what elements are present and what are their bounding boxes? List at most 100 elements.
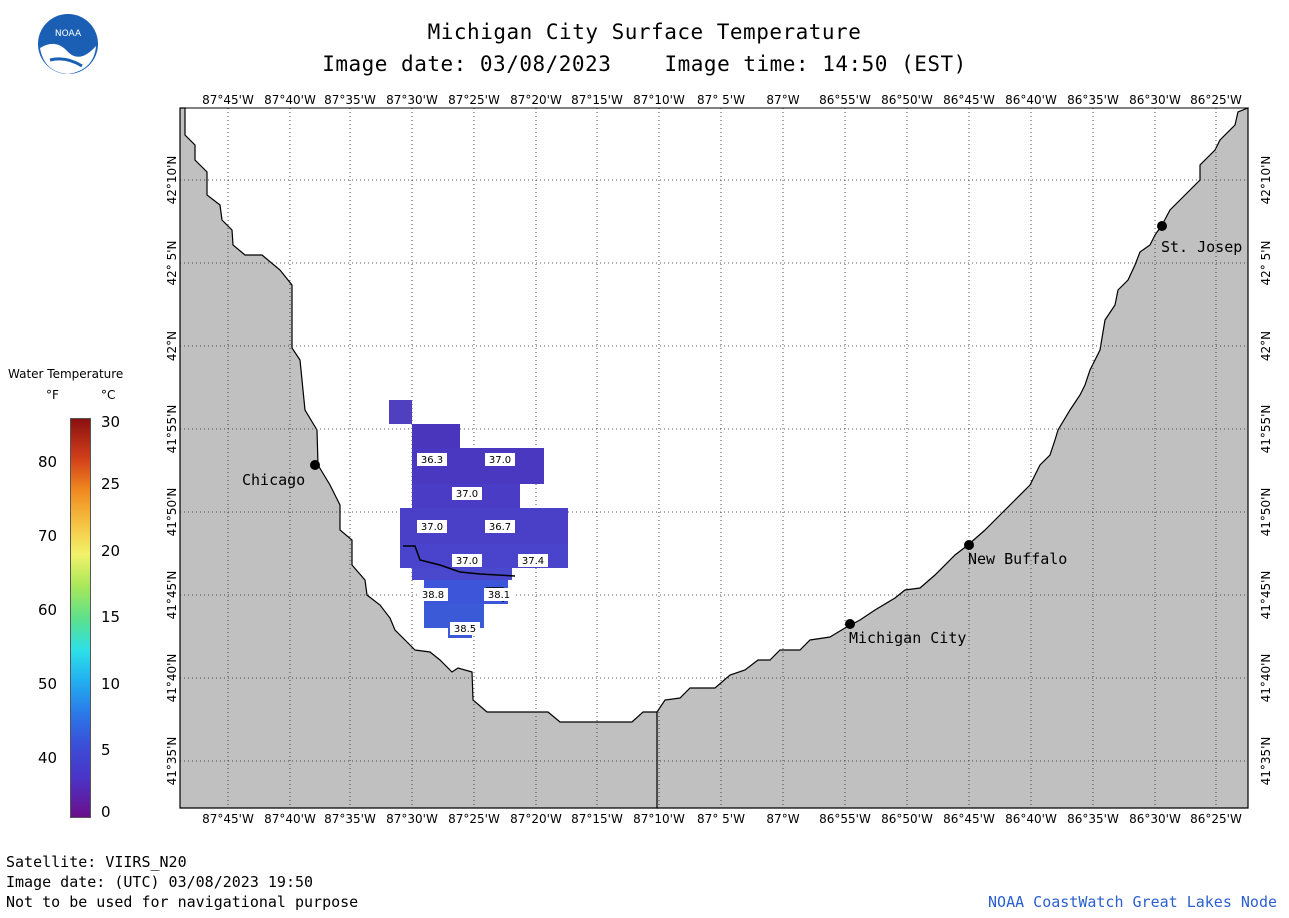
footer-disclaimer: Not to be used for navigational purpose: [6, 893, 359, 911]
image-datetime: Image date: 03/08/2023 Image time: 14:50…: [0, 52, 1289, 76]
city-marker-st-joseph: [1157, 221, 1167, 231]
colorbar-tick-f: 50: [38, 675, 58, 693]
land-east: [656, 107, 1249, 809]
svg-text:41°50'N: 41°50'N: [1259, 488, 1273, 537]
image-date: Image date: 03/08/2023: [322, 52, 612, 76]
latitude-labels-right: 42°10'N 42° 5'N 42°N 41°55'N 41°50'N 41°…: [1259, 156, 1273, 786]
colorbar-tick-c: 15: [101, 608, 121, 626]
svg-text:41°45'N: 41°45'N: [165, 571, 179, 620]
city-label-chicago: Chicago: [242, 471, 305, 489]
svg-text:86°40'W: 86°40'W: [1005, 93, 1057, 107]
temperature-label: 37.0: [421, 522, 443, 533]
temperature-label: 37.0: [489, 455, 511, 466]
svg-text:86°40'W: 86°40'W: [1005, 812, 1057, 826]
svg-text:41°50'N: 41°50'N: [165, 488, 179, 537]
map-frame: [179, 107, 1249, 809]
coastline-segment: [403, 545, 516, 577]
svg-text:42° 5'N: 42° 5'N: [1259, 241, 1273, 286]
svg-text:87°35'W: 87°35'W: [324, 812, 376, 826]
colorbar-tick-c: 0: [101, 803, 111, 821]
temperature-label: 38.1: [488, 590, 510, 601]
svg-text:41°45'N: 41°45'N: [1259, 571, 1273, 620]
land-west: [179, 107, 659, 809]
svg-text:87°25'W: 87°25'W: [448, 812, 500, 826]
svg-text:87°25'W: 87°25'W: [448, 93, 500, 107]
svg-text:86°25'W: 86°25'W: [1190, 812, 1242, 826]
noaa-logo-icon: NOAA: [38, 14, 98, 74]
colorbar-tick-c: 5: [101, 741, 111, 759]
svg-text:42°10'N: 42°10'N: [165, 156, 179, 205]
temperature-colorbar: [70, 418, 91, 818]
svg-text:41°35'N: 41°35'N: [1259, 737, 1273, 786]
svg-text:41°55'N: 41°55'N: [1259, 405, 1273, 454]
temperature-label: 38.5: [454, 624, 476, 635]
temperature-label: 37.0: [456, 489, 478, 500]
colorbar-tick-c: 10: [101, 675, 121, 693]
temperature-labels: 36.3 37.0 37.0 37.0 36.7 37.0 37.4 38.8 …: [417, 453, 548, 635]
longitude-labels-bottom: 87°45'W 87°40'W 87°35'W 87°30'W 87°25'W …: [202, 812, 1242, 826]
svg-text:87°15'W: 87°15'W: [571, 812, 623, 826]
footer-satellite: Satellite: VIIRS_N20: [6, 853, 187, 871]
svg-text:86°35'W: 86°35'W: [1067, 93, 1119, 107]
image-time: Image time: 14:50 (EST): [664, 52, 967, 76]
svg-text:87°45'W: 87°45'W: [202, 93, 254, 107]
footer-utc-date: Image date: (UTC) 03/08/2023 19:50: [6, 873, 314, 891]
svg-text:41°40'N: 41°40'N: [1259, 654, 1273, 703]
city-label-st-joseph: St. Josep: [1161, 238, 1242, 256]
longitude-labels-top: 87°45'W 87°40'W 87°35'W 87°30'W 87°25'W …: [202, 93, 1242, 107]
city-marker-chicago: [310, 460, 320, 470]
temperature-label: 37.0: [456, 556, 478, 567]
svg-text:87° 5'W: 87° 5'W: [697, 93, 745, 107]
svg-text:86°30'W: 86°30'W: [1129, 812, 1181, 826]
svg-text:87°W: 87°W: [766, 812, 799, 826]
latitude-labels-left: 42°10'N 42° 5'N 42°N 41°55'N 41°50'N 41°…: [165, 156, 179, 786]
svg-text:87° 5'W: 87° 5'W: [697, 812, 745, 826]
svg-text:86°35'W: 86°35'W: [1067, 812, 1119, 826]
svg-text:87°10'W: 87°10'W: [633, 93, 685, 107]
colorbar-tick-f: 40: [38, 749, 58, 767]
svg-text:86°25'W: 86°25'W: [1190, 93, 1242, 107]
svg-text:86°55'W: 86°55'W: [819, 812, 871, 826]
svg-text:87°35'W: 87°35'W: [324, 93, 376, 107]
graticule: [180, 108, 1248, 808]
svg-text:86°55'W: 86°55'W: [819, 93, 871, 107]
svg-text:42° 5'N: 42° 5'N: [165, 241, 179, 286]
svg-text:86°50'W: 86°50'W: [881, 812, 933, 826]
svg-text:87°20'W: 87°20'W: [510, 812, 562, 826]
svg-text:87°W: 87°W: [766, 93, 799, 107]
svg-text:41°35'N: 41°35'N: [165, 737, 179, 786]
svg-text:86°50'W: 86°50'W: [881, 93, 933, 107]
colorbar-tick-f: 70: [38, 527, 58, 545]
svg-text:87°10'W: 87°10'W: [633, 812, 685, 826]
svg-text:42°N: 42°N: [1259, 331, 1273, 361]
colorbar-tick-f: 60: [38, 601, 58, 619]
map-title: Michigan City Surface Temperature: [427, 20, 862, 44]
legend-unit-fahrenheit: °F: [46, 388, 59, 402]
svg-text:86°45'W: 86°45'W: [943, 93, 995, 107]
svg-text:87°40'W: 87°40'W: [264, 812, 316, 826]
svg-text:87°40'W: 87°40'W: [264, 93, 316, 107]
svg-text:41°55'N: 41°55'N: [165, 405, 179, 454]
svg-text:42°N: 42°N: [165, 331, 179, 361]
temperature-label: 36.7: [489, 522, 511, 533]
city-marker-new-buffalo: [964, 540, 974, 550]
svg-text:42°10'N: 42°10'N: [1259, 156, 1273, 205]
colorbar-tick-f: 80: [38, 453, 58, 471]
city-marker-michigan-city: [845, 619, 855, 629]
logo-text: NOAA: [55, 29, 82, 39]
svg-text:87°30'W: 87°30'W: [386, 812, 438, 826]
footer-credit: NOAA CoastWatch Great Lakes Node: [988, 893, 1277, 911]
colorbar-tick-c: 25: [101, 475, 121, 493]
legend-unit-celsius: °C: [101, 388, 116, 402]
svg-text:86°30'W: 86°30'W: [1129, 93, 1181, 107]
svg-text:87°15'W: 87°15'W: [571, 93, 623, 107]
city-label-michigan-city: Michigan City: [849, 629, 966, 647]
svg-text:41°40'N: 41°40'N: [165, 654, 179, 703]
legend-title: Water Temperature: [8, 367, 124, 381]
temperature-label: 37.4: [522, 556, 544, 567]
city-label-new-buffalo: New Buffalo: [968, 550, 1067, 568]
colorbar-tick-c: 20: [101, 542, 121, 560]
svg-text:87°30'W: 87°30'W: [386, 93, 438, 107]
temperature-label: 36.3: [421, 455, 443, 466]
colorbar-tick-c: 30: [101, 413, 121, 431]
